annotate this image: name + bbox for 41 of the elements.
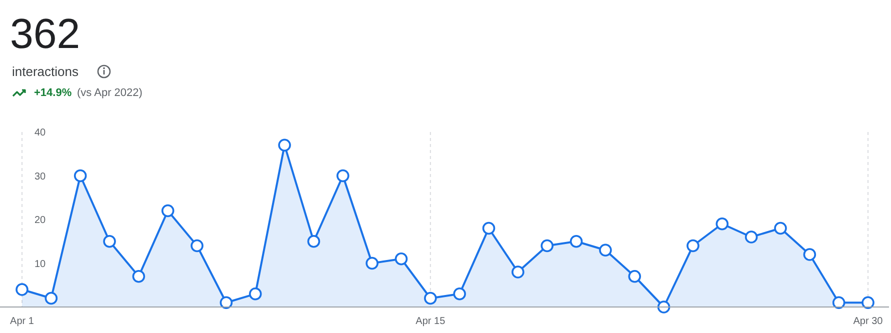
point [628, 270, 642, 283]
point [482, 222, 496, 235]
point [512, 266, 524, 278]
point [453, 287, 466, 300]
point [16, 283, 28, 296]
point [307, 234, 320, 248]
point [190, 239, 204, 252]
point [44, 292, 58, 305]
x-tick-label: Apr 15 [416, 316, 446, 327]
point [862, 296, 874, 310]
y-tick-label: 30 [34, 171, 46, 182]
y-tick-label: 10 [34, 258, 46, 270]
text: (vs Apr 2022) [77, 87, 142, 99]
point [248, 287, 262, 300]
point [132, 270, 146, 283]
point [657, 300, 670, 314]
point [366, 256, 378, 270]
point [278, 138, 291, 152]
point [803, 248, 816, 261]
x-tick-label: Apr 1 [10, 316, 34, 327]
text: +14.9% [34, 87, 72, 99]
point [686, 239, 700, 252]
chart-title: 362 [10, 10, 80, 57]
point [161, 204, 174, 218]
point [394, 252, 408, 266]
point [336, 169, 350, 182]
point [74, 169, 87, 182]
chart-subtitle: interactions [12, 64, 79, 79]
point [744, 230, 758, 244]
point [570, 234, 583, 248]
y-tick-label: 20 [34, 215, 46, 226]
point [220, 296, 233, 310]
point [103, 234, 116, 248]
point [716, 217, 729, 230]
x-tick-label: Apr 30 [853, 316, 884, 327]
point [774, 222, 787, 235]
point [599, 244, 612, 257]
point [424, 292, 437, 305]
point [540, 239, 554, 252]
point [832, 296, 846, 310]
y-tick-label: 40 [34, 128, 46, 138]
